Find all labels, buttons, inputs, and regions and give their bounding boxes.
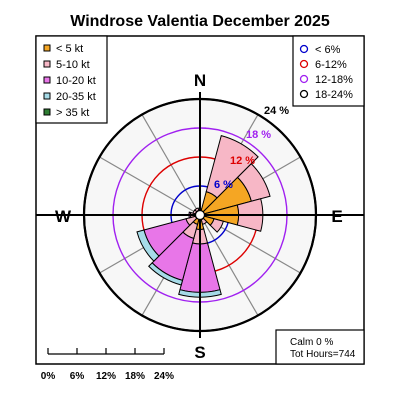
- ring-legend: < 6% 6-12% 12-18% 18-24%: [292, 35, 365, 107]
- polar-area: 6 % 12 % 18 % 24 %: [36, 92, 364, 338]
- speed-legend-swatch-2: [43, 76, 51, 84]
- speed-legend-label-3: 20-35 kt: [56, 91, 96, 103]
- compass-label-w: W: [55, 207, 72, 226]
- info-box-frame: [275, 329, 365, 365]
- compass-label-n: N: [194, 71, 206, 90]
- speed-legend: < 5 kt 5-10 kt 10-20 kt 20-35 kt > 35 kt: [35, 35, 108, 124]
- speed-legend-label-0: < 5 kt: [56, 43, 83, 55]
- scale-label-0: 0%: [41, 371, 56, 382]
- plot-frame: [35, 35, 365, 365]
- ring-label-18: 18 %: [246, 129, 271, 141]
- calm-circle: [194, 209, 206, 221]
- scale-label-3: 18%: [125, 371, 145, 382]
- speed-legend-swatch-0: [43, 44, 51, 52]
- ring-legend-marker-3: [299, 89, 309, 99]
- speed-legend-label-2: 10-20 kt: [56, 75, 96, 87]
- ring-legend-marker-1: [299, 59, 309, 69]
- ring-legend-label-0: < 6%: [315, 44, 341, 56]
- scale-bar: 0% 6% 12% 18% 24%: [41, 348, 174, 382]
- speed-legend-swatch-4: [43, 108, 51, 116]
- ring-label-24: 24 %: [264, 105, 289, 117]
- speed-legend-label-4: > 35 kt: [56, 107, 89, 119]
- compass-label-s: S: [194, 343, 205, 362]
- speed-legend-swatch-1: [43, 60, 51, 68]
- ring-label-12: 12 %: [230, 155, 255, 167]
- scale-label-1: 6%: [70, 371, 85, 382]
- compass-label-e: E: [331, 207, 342, 226]
- wedge-60-bin-1: [236, 163, 271, 202]
- speed-legend-label-1: 5-10 kt: [56, 59, 90, 71]
- scale-label-4: 24%: [154, 371, 174, 382]
- ring-legend-box: [292, 35, 365, 107]
- ring-legend-label-3: 18-24%: [315, 89, 353, 101]
- ring-legend-label-1: 6-12%: [315, 59, 347, 71]
- wedge-120-bin-1: [209, 218, 224, 233]
- info-box: Calm 0 % Tot Hours=744: [275, 329, 365, 365]
- scale-label-2: 12%: [96, 371, 116, 382]
- wedge-30-bin-1: [205, 135, 259, 199]
- wedge-210-bin-3: [148, 262, 184, 286]
- chart-title: Windrose Valentia December 2025: [70, 13, 330, 30]
- ring-legend-marker-2: [299, 74, 309, 84]
- calm-label: Calm 0 %: [290, 337, 333, 348]
- outer-ring: [82, 97, 318, 333]
- wedge-240-bin-3: [136, 229, 160, 262]
- total-hours-label: Tot Hours=744: [290, 349, 356, 360]
- ring-legend-label-2: 12-18%: [315, 74, 353, 86]
- ring-legend-marker-0: [299, 44, 309, 54]
- speed-legend-swatch-3: [43, 92, 51, 100]
- ring-label-6: 6 %: [214, 179, 233, 191]
